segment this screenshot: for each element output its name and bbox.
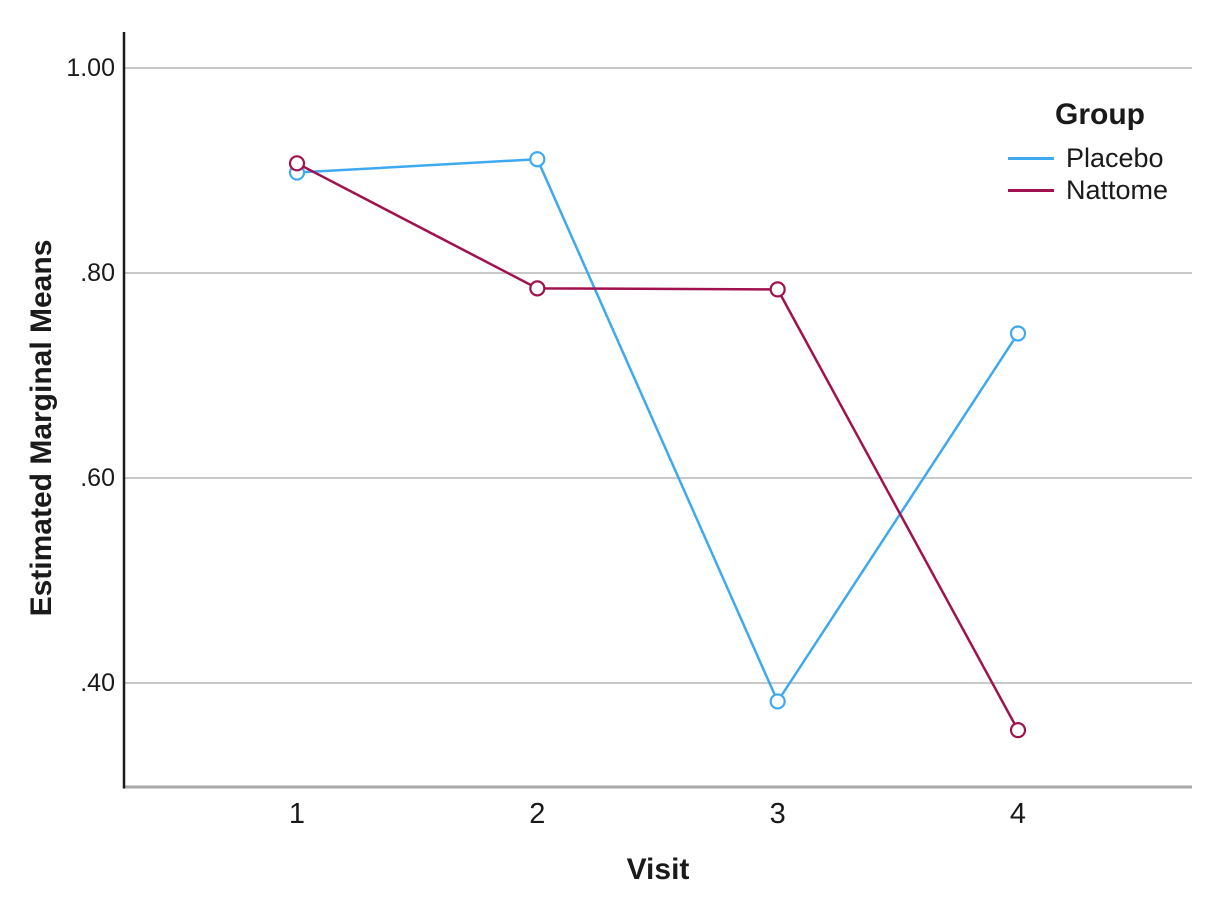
data-point-nattome-visit-3 bbox=[769, 281, 786, 298]
legend-swatch-nattome bbox=[1008, 188, 1054, 192]
legend-items: Placebo Nattome bbox=[1008, 142, 1192, 206]
legend-item-nattome: Nattome bbox=[1008, 174, 1192, 206]
x-tick-label-4: 4 bbox=[1009, 798, 1027, 830]
y-tick-label-.80: .80 bbox=[80, 259, 115, 287]
y-tick-label-.60: .60 bbox=[80, 464, 115, 492]
legend: Group Placebo Nattome bbox=[1008, 98, 1192, 206]
data-point-placebo-visit-3 bbox=[769, 693, 786, 710]
series-line-placebo bbox=[296, 157, 1020, 705]
series-line-nattome bbox=[296, 162, 1020, 731]
legend-label: Placebo bbox=[1066, 142, 1164, 173]
legend-label: Nattome bbox=[1066, 174, 1169, 205]
data-point-placebo-visit-4 bbox=[1009, 325, 1027, 342]
data-point-nattome-visit-4 bbox=[1009, 722, 1027, 739]
x-tick-label-3: 3 bbox=[769, 798, 786, 830]
x-axis-title: Visit bbox=[626, 853, 690, 886]
x-tick-label-2: 2 bbox=[529, 798, 546, 830]
y-tick-label-.40: .40 bbox=[80, 669, 115, 697]
legend-swatch-placebo bbox=[1008, 156, 1054, 160]
y-axis-title: Estimated Marginal Means bbox=[25, 239, 58, 617]
legend-item-placebo: Placebo bbox=[1008, 142, 1192, 174]
data-point-nattome-visit-1 bbox=[288, 155, 306, 172]
x-tick-label-1: 1 bbox=[288, 798, 306, 830]
legend-title: Group bbox=[1055, 98, 1145, 131]
y-tick-label-1.00: 1.00 bbox=[66, 54, 115, 82]
data-point-nattome-visit-2 bbox=[529, 280, 546, 297]
data-point-placebo-visit-2 bbox=[529, 151, 546, 168]
